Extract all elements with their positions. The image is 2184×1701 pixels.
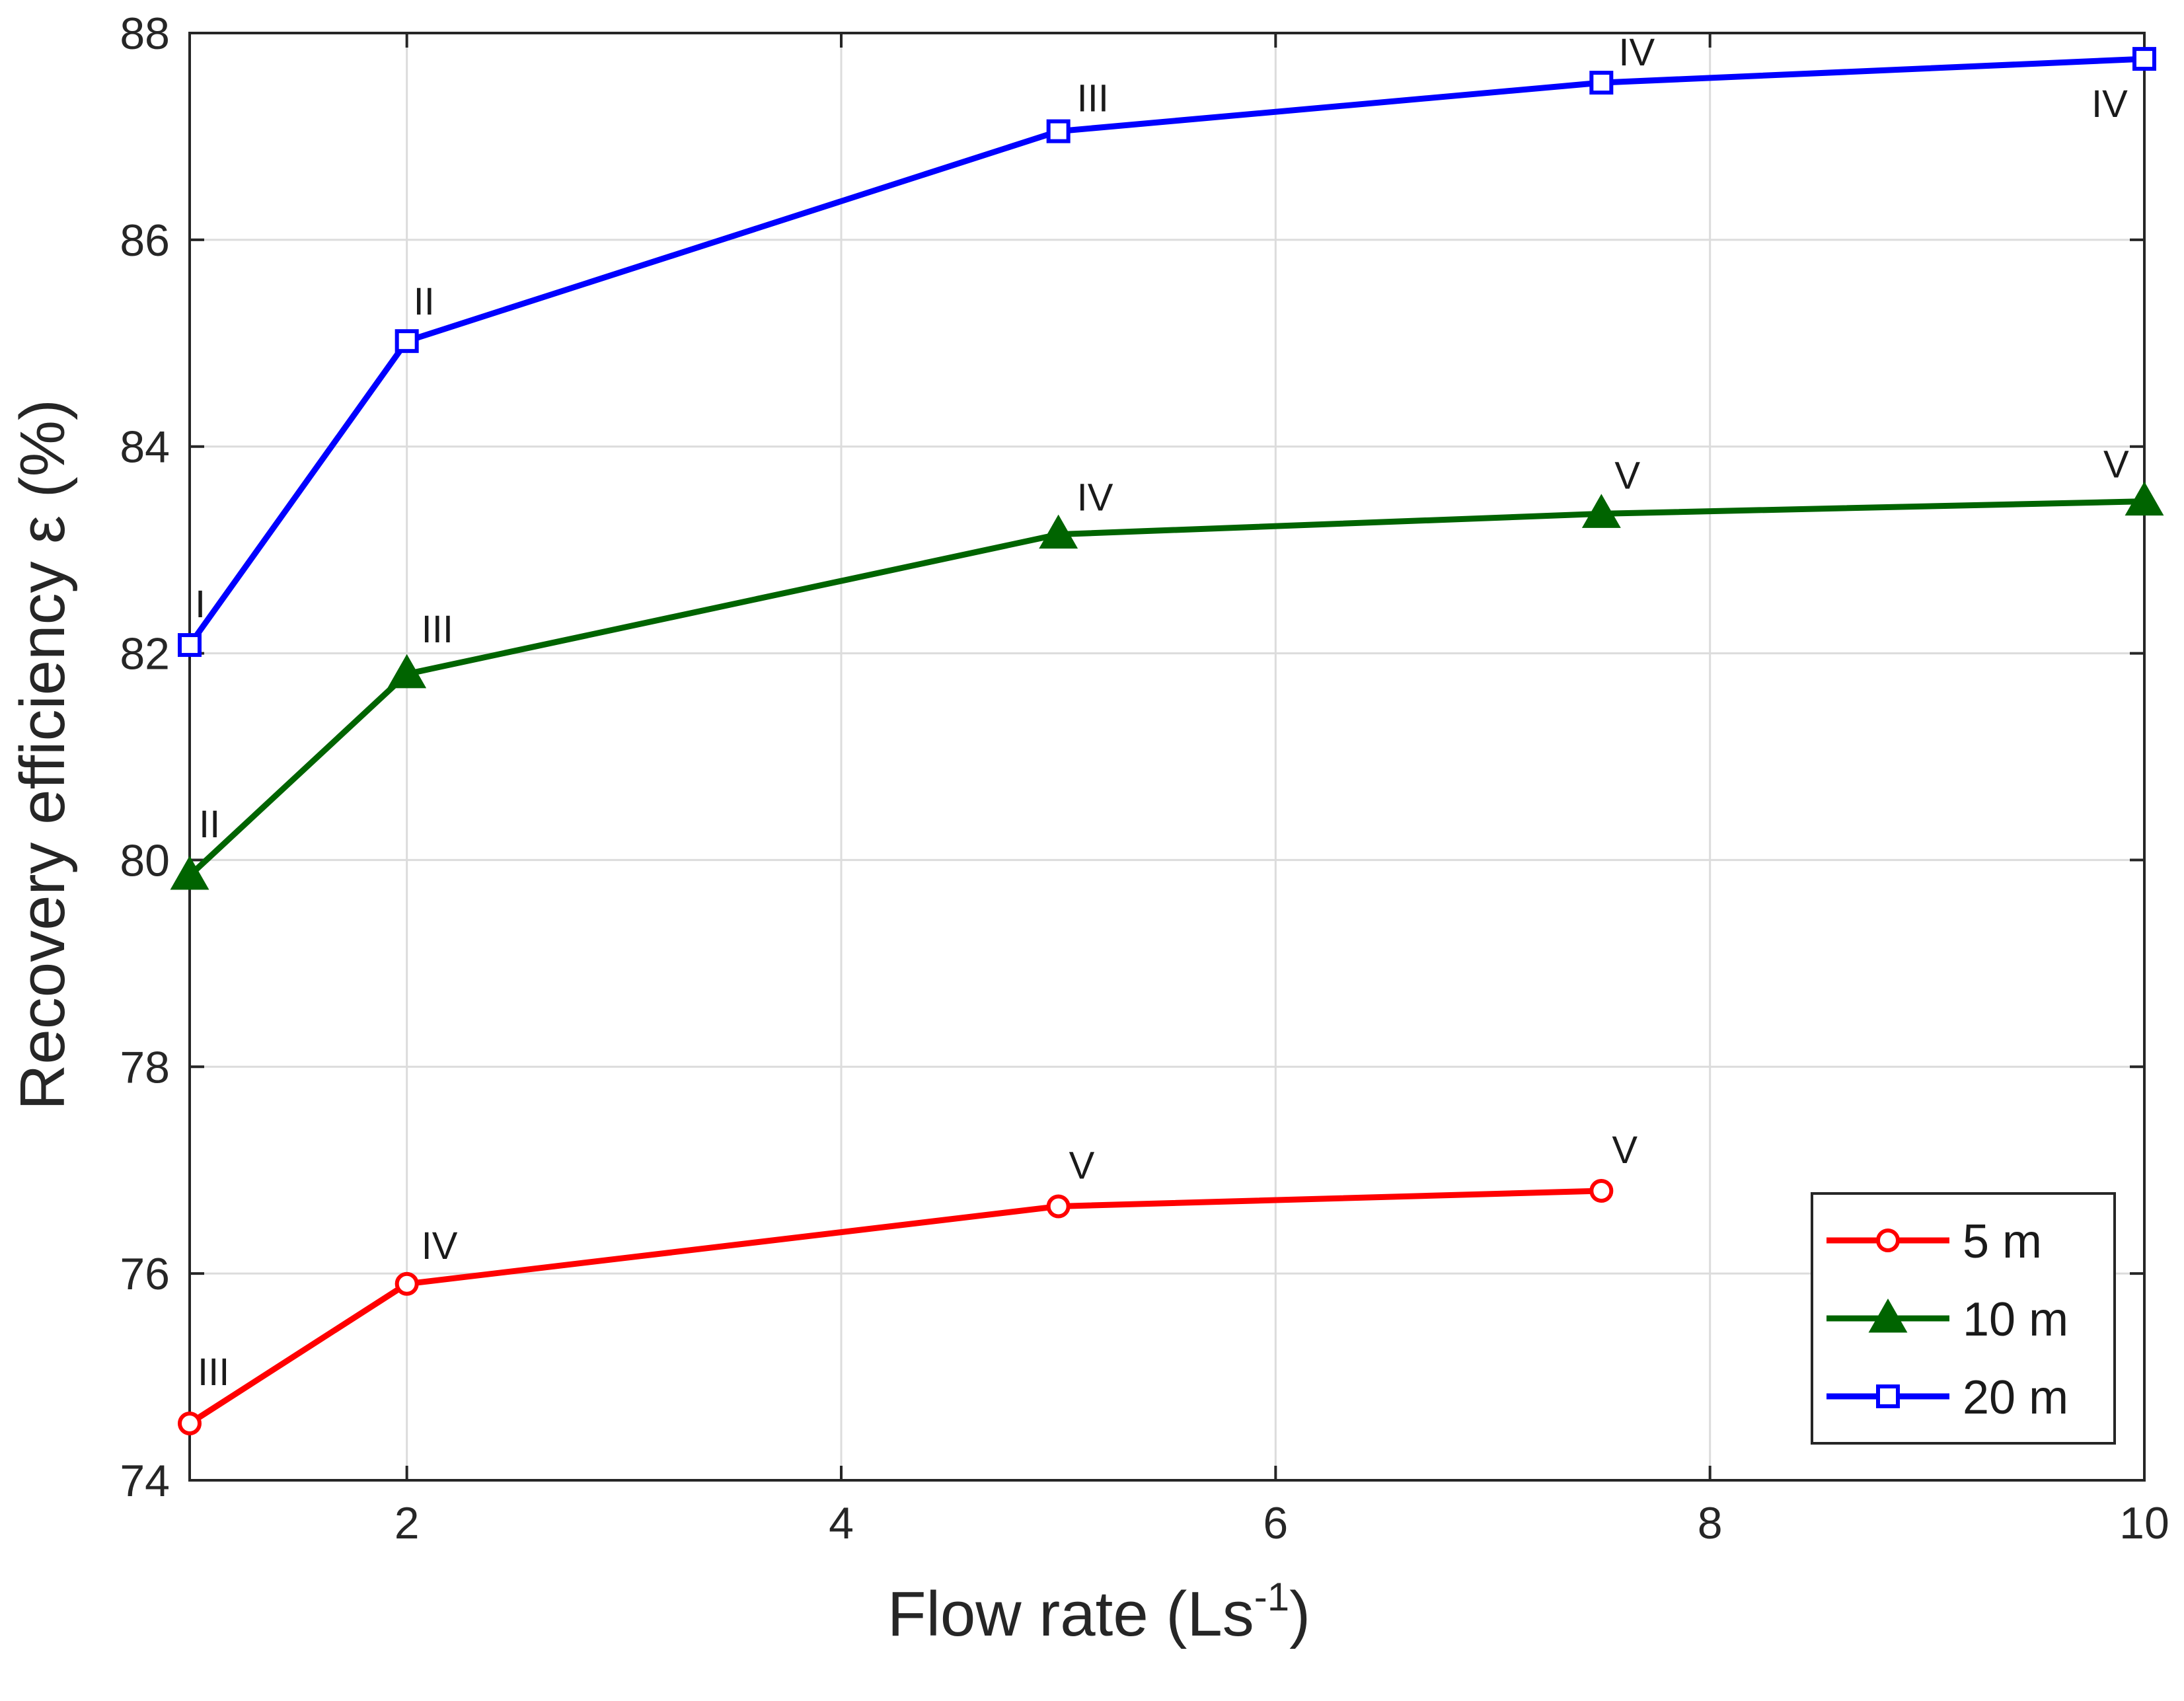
point-annotation-5-m: V xyxy=(1069,1144,1095,1187)
axis-ticks: 2 4 6 8 10 74 76 78 80 82 84 86 88 xyxy=(120,9,2169,1548)
data-point-5-m xyxy=(395,1271,419,1296)
series-line-20-m xyxy=(187,56,2145,647)
x-axis-label: Flow rate (Ls-1) xyxy=(887,1575,1310,1649)
series-line-5-m xyxy=(188,1188,1602,1426)
data-point-20-m xyxy=(1046,119,1071,143)
x-tick-label: 4 xyxy=(829,1498,854,1548)
y-tick-label: 86 xyxy=(120,215,170,266)
point-annotation-10-m: V xyxy=(2103,443,2129,486)
y-tick-label: 76 xyxy=(120,1249,170,1299)
series-20-m xyxy=(178,47,2156,658)
point-annotation-10-m: IV xyxy=(1077,476,1113,519)
legend-label-10-m: 10 m xyxy=(1963,1293,2068,1346)
point-annotation-10-m: II xyxy=(199,803,220,846)
data-point-20-m xyxy=(178,633,202,658)
x-tick-label: 8 xyxy=(1698,1498,1723,1548)
point-annotation-20-m: IV xyxy=(1618,31,1655,74)
data-point-20-m xyxy=(395,329,419,354)
x-axis-label-close: ) xyxy=(1289,1579,1310,1649)
data-point-20-m xyxy=(1589,71,1614,95)
point-annotation-20-m: IV xyxy=(2091,83,2128,126)
legend: 5 m 10 m 20 m xyxy=(1811,1192,2116,1445)
x-tick-label: 10 xyxy=(2119,1498,2169,1548)
y-tick-label: 78 xyxy=(120,1042,170,1092)
legend-marker-20-m xyxy=(1876,1384,1900,1408)
point-annotation-10-m: V xyxy=(1614,454,1640,497)
data-point-10-m xyxy=(170,855,209,890)
x-tick-label: 2 xyxy=(395,1498,420,1548)
data-point-10-m xyxy=(1039,514,1078,549)
data-point-10-m xyxy=(1581,494,1621,528)
data-point-10-m xyxy=(2125,481,2164,516)
point-annotation-10-m: III xyxy=(422,608,453,651)
point-annotation-20-m: III xyxy=(1077,77,1109,120)
series-line-10-m xyxy=(187,498,2145,878)
legend-label-5-m: 5 m xyxy=(1963,1215,2042,1268)
point-annotation-20-m: I xyxy=(195,583,206,626)
legend-label-20-m: 20 m xyxy=(1963,1371,2068,1424)
point-annotation-5-m: V xyxy=(1612,1129,1638,1172)
x-tick-label: 6 xyxy=(1263,1498,1288,1548)
y-tick-label: 88 xyxy=(120,9,170,59)
legend-marker-5-m xyxy=(1876,1228,1900,1252)
y-tick-label: 74 xyxy=(120,1456,170,1506)
y-axis-label: Recovery efficiency ε (%) xyxy=(7,399,78,1110)
x-axis-label-superscript: -1 xyxy=(1254,1575,1289,1619)
series xyxy=(170,47,2164,1435)
data-point-5-m xyxy=(1589,1179,1614,1203)
data-point-5-m xyxy=(178,1411,202,1435)
data-point-10-m xyxy=(387,654,427,689)
y-tick-label: 84 xyxy=(120,422,170,472)
series-10-m xyxy=(170,481,2164,890)
data-point-5-m xyxy=(1046,1194,1071,1219)
data-point-20-m xyxy=(2132,47,2156,71)
y-tick-label: 82 xyxy=(120,629,170,679)
legend-marker-10-m xyxy=(1868,1298,1908,1333)
series-5-m xyxy=(178,1179,1614,1435)
plot-frame xyxy=(188,32,2146,1482)
y-tick-label: 80 xyxy=(120,835,170,886)
point-annotation-20-m: II xyxy=(414,280,435,323)
point-annotation-5-m: IV xyxy=(422,1225,458,1267)
point-annotation-5-m: III xyxy=(198,1351,229,1394)
x-axis-label-main: Flow rate (Ls xyxy=(887,1579,1254,1649)
